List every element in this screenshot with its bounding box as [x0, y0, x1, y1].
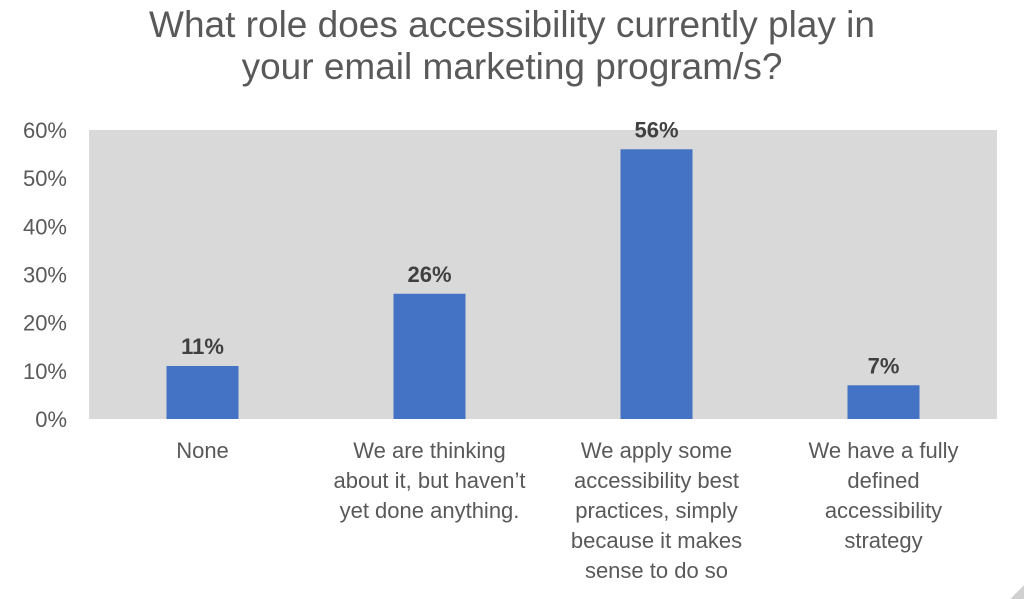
x-tick-label-line: accessibility best	[574, 468, 739, 493]
x-tick-label: None	[176, 438, 229, 463]
bar	[393, 293, 466, 419]
bar	[620, 149, 693, 419]
y-tick-label: 60%	[23, 118, 67, 143]
x-tick-label-line: We have a fully	[808, 438, 958, 463]
x-tick-label-line: about it, but haven’t	[333, 468, 525, 493]
x-tick-label-line: because it makes	[571, 528, 742, 553]
x-tick-label: We have a fully defined accessibility strat…	[808, 438, 958, 553]
plot-area	[89, 130, 997, 419]
bar	[847, 385, 920, 419]
x-tick-label-line: strategy	[844, 528, 922, 553]
x-tick-label-line: practices, simply	[575, 498, 738, 523]
y-tick-label: 30%	[23, 263, 67, 288]
data-label: 11%	[181, 334, 224, 359]
x-tick-label: We apply some accessibility best practices…	[571, 438, 742, 583]
y-tick-label: 20%	[23, 311, 67, 336]
chart-title: What role does accessibility currently p…	[0, 4, 1024, 88]
chart-title-line-1: What role does accessibility currently p…	[149, 4, 875, 45]
chart-title-line-2: your email marketing program/s?	[241, 46, 783, 87]
x-tick-label-line: We are thinking	[353, 438, 505, 463]
data-label: 26%	[407, 262, 451, 287]
x-tick-label-line: We apply some	[581, 438, 732, 463]
x-tick-label-line: defined	[847, 468, 919, 493]
corner-fold	[1010, 585, 1024, 599]
data-label: 56%	[634, 117, 678, 142]
y-tick-label: 10%	[23, 359, 67, 384]
x-tick-label: We are thinking about it, but haven’t yet …	[333, 438, 525, 523]
x-tick-label-line: sense to do so	[585, 558, 728, 583]
x-tick-label-line: None	[176, 438, 229, 463]
y-tick-label: 0%	[35, 407, 67, 432]
y-tick-label: 40%	[23, 214, 67, 239]
x-tick-label-line: accessibility	[825, 498, 942, 523]
bar	[166, 366, 239, 419]
data-label: 7%	[868, 353, 900, 378]
x-tick-label-line: yet done anything.	[340, 498, 520, 523]
y-tick-label: 50%	[23, 166, 67, 191]
